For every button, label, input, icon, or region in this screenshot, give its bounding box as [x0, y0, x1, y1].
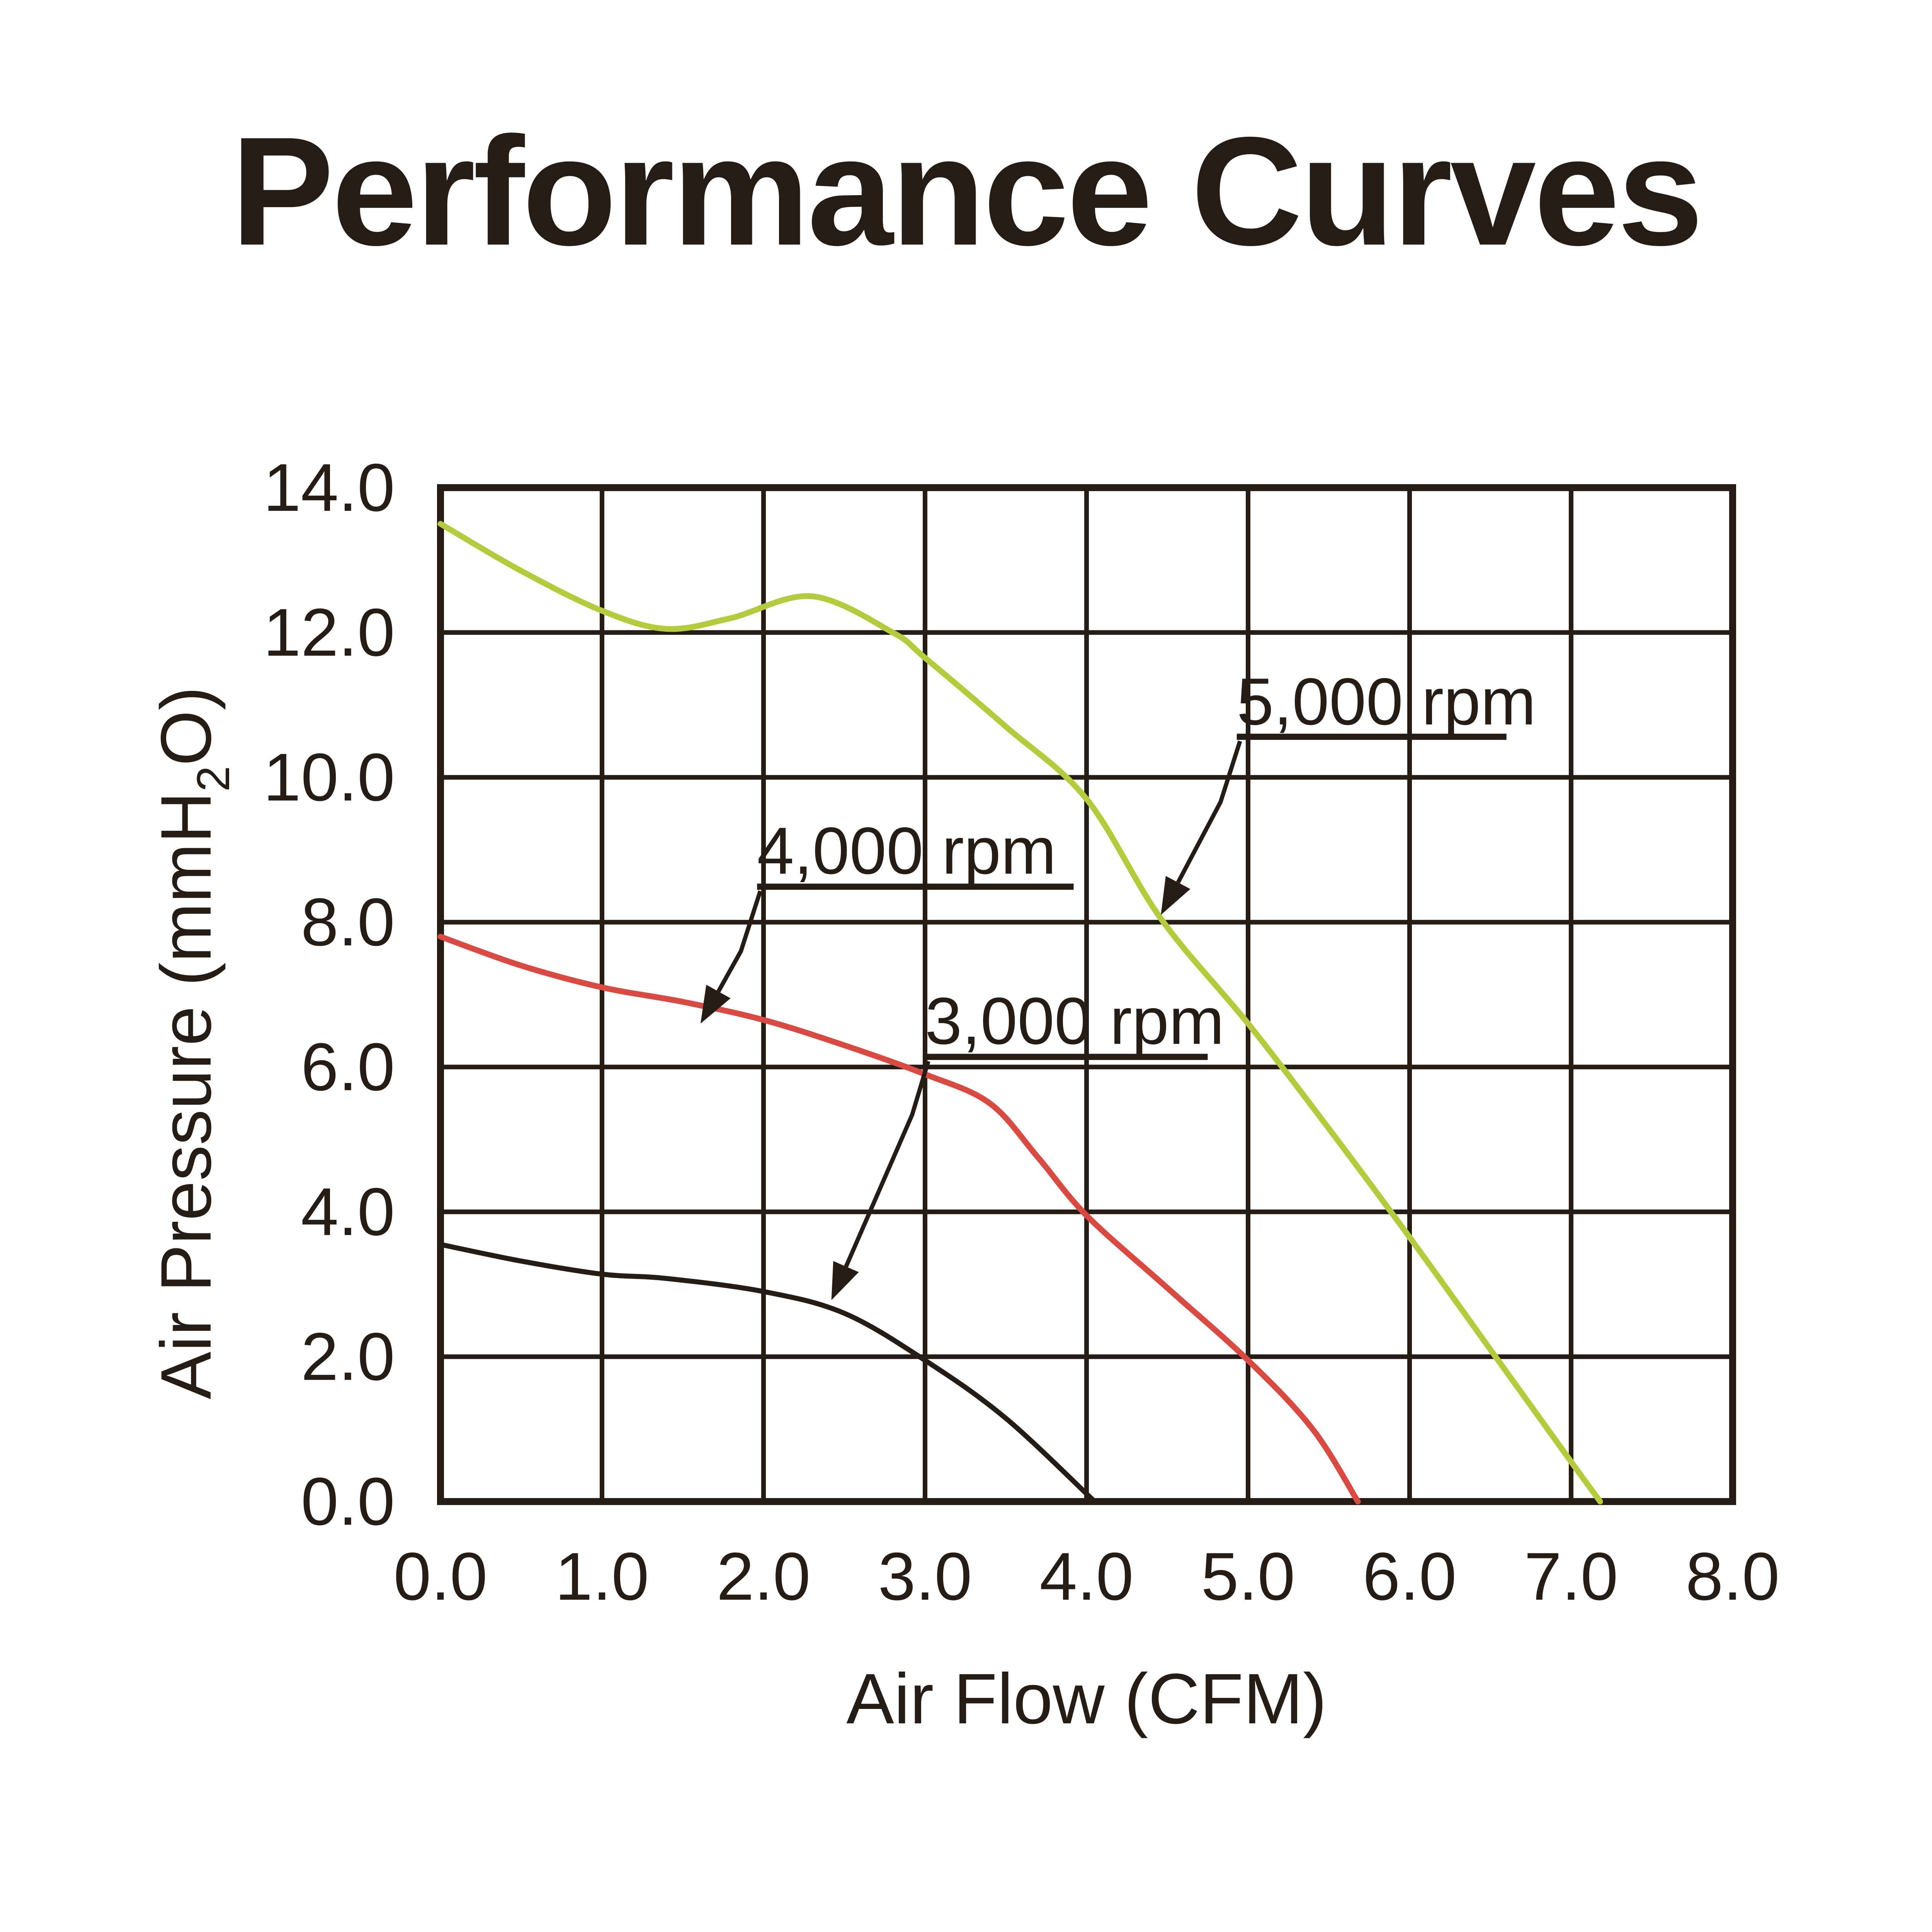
y-axis-title: Air Pressure (mmH2O) [146, 687, 239, 1400]
annotation-arrowhead-icon [701, 985, 731, 1024]
x-tick-label: 1.0 [555, 1539, 649, 1614]
annotation-arrow-shaft [844, 1060, 930, 1268]
y-tick-label: 10.0 [263, 740, 395, 815]
x-tick-label: 2.0 [716, 1539, 810, 1614]
annotation-label: 3,000 rpm [925, 984, 1224, 1058]
y-tick-label: 0.0 [301, 1464, 395, 1539]
y-tick-label: 14.0 [263, 450, 395, 526]
annotation-arrowhead-icon [831, 1261, 859, 1300]
curve-4-000-rpm [437, 934, 1361, 1505]
x-tick-label: 6.0 [1362, 1539, 1456, 1614]
x-axis-title: Air Flow (CFM) [846, 1659, 1327, 1739]
y-tick-label: 12.0 [263, 595, 395, 670]
annotation-label: 5,000 rpm [1237, 665, 1536, 739]
annotation-arrowhead-icon [1161, 876, 1190, 915]
x-tick-label: 4.0 [1039, 1539, 1133, 1614]
curve-3-000-rpm [438, 1242, 1097, 1504]
curve-5-000-rpm [437, 521, 1603, 1505]
x-tick-label: 7.0 [1524, 1539, 1618, 1614]
annotation-4-000-rpm: 4,000 rpm [701, 814, 1074, 1024]
x-tick-label: 5.0 [1201, 1539, 1295, 1614]
annotation-label: 4,000 rpm [757, 814, 1056, 888]
x-tick-label: 8.0 [1685, 1539, 1779, 1614]
y-tick-label: 8.0 [301, 885, 395, 960]
x-tick-labels: 0.0 1.0 2.0 3.0 4.0 5.0 6.0 7.0 8.0 [393, 1539, 1779, 1614]
plot-border [437, 484, 1736, 1505]
page-title: Performance Curves [231, 105, 1704, 277]
y-tick-label: 4.0 [301, 1174, 395, 1250]
x-tick-label: 3.0 [878, 1539, 972, 1614]
annotation-3-000-rpm: 3,000 rpm [831, 984, 1224, 1300]
annotation-arrow-shaft [1176, 740, 1242, 884]
y-tick-label: 6.0 [301, 1029, 395, 1105]
y-tick-label: 2.0 [301, 1319, 395, 1395]
annotation-arrow-shaft [716, 890, 762, 993]
annotation-5-000-rpm: 5,000 rpm [1161, 665, 1536, 915]
x-tick-label: 0.0 [393, 1539, 487, 1614]
y-tick-labels: 14.0 12.0 10.0 8.0 6.0 4.0 2.0 0.0 [263, 450, 395, 1539]
